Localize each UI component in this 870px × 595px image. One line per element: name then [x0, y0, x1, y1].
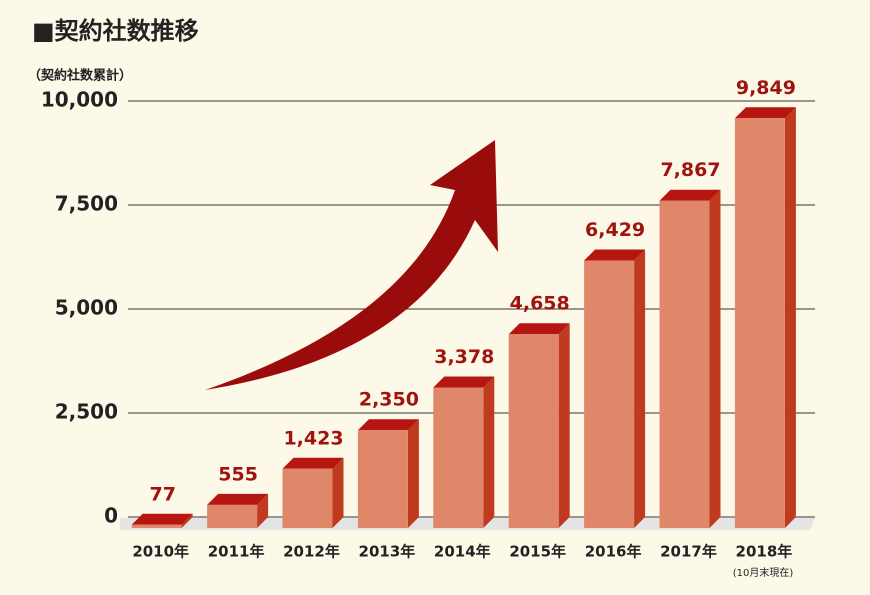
bar: [508, 334, 559, 528]
bar: [282, 468, 333, 528]
bar: [584, 260, 635, 528]
y-tick-label: 0: [104, 504, 118, 528]
growth-arrow: [205, 140, 498, 390]
value-label: 9,849: [736, 77, 796, 99]
bar-top: [508, 323, 570, 335]
bar-group: 6,429: [584, 219, 646, 529]
x-tick-label: 2016年: [585, 543, 642, 561]
bar-top: [357, 419, 419, 431]
bar-group: 7,867: [659, 159, 721, 529]
y-tick-label: 7,500: [55, 192, 118, 216]
bar-top: [659, 189, 721, 201]
x-tick-label: 2015年: [509, 543, 566, 561]
y-tick-label: 10,000: [41, 88, 118, 112]
value-label: 555: [218, 463, 258, 485]
bar-group: 3,378: [433, 346, 494, 528]
bar-side: [483, 376, 495, 528]
bar: [659, 200, 710, 529]
bar-top: [734, 107, 796, 119]
x-tick-label: 2018年: [736, 543, 793, 561]
value-label: 77: [149, 483, 175, 505]
y-tick-label: 5,000: [55, 296, 118, 320]
chart-title: ■契約社数推移: [32, 17, 199, 45]
value-label: 1,423: [283, 427, 343, 449]
bar: [433, 387, 484, 528]
bar: [357, 430, 408, 528]
bar-top: [207, 493, 269, 505]
x-tick-label: 2011年: [208, 543, 265, 561]
category-note: (10月末現在): [733, 566, 794, 579]
bar-group: 9,849: [734, 77, 796, 528]
y-axis-label: （契約社数累計）: [28, 68, 132, 84]
bar-group: 4,658: [508, 293, 570, 528]
value-label: 2,350: [359, 389, 419, 411]
bar-side: [332, 457, 344, 528]
value-label: 7,867: [660, 159, 720, 181]
x-tick-label: 2013年: [359, 543, 416, 561]
x-tick-label: 2010年: [132, 543, 189, 561]
value-label: 6,429: [585, 219, 645, 241]
bar-side: [257, 493, 269, 528]
bar: [131, 524, 182, 528]
bar-group: 1,423: [282, 427, 344, 528]
bar-group: 555: [207, 463, 269, 528]
bar-top: [131, 513, 193, 525]
x-tick-label: 2017年: [660, 543, 717, 561]
bar-top: [584, 249, 646, 261]
bar-top: [433, 376, 495, 388]
x-tick-label: 2014年: [434, 543, 491, 561]
bar-top: [282, 457, 344, 469]
bar: [207, 504, 258, 528]
bar-side: [784, 107, 796, 528]
bar-side: [181, 513, 193, 528]
bar-side: [709, 189, 721, 529]
value-label: 4,658: [510, 293, 570, 315]
bar-group: 2,350: [357, 389, 419, 528]
x-tick-label: 2012年: [283, 543, 340, 561]
bar-side: [558, 323, 570, 528]
bar-side: [407, 419, 419, 528]
bar-group: 77: [131, 483, 193, 528]
bar-side: [634, 249, 646, 529]
bar: [734, 118, 785, 528]
y-tick-label: 2,500: [55, 400, 118, 424]
value-label: 3,378: [434, 346, 494, 368]
